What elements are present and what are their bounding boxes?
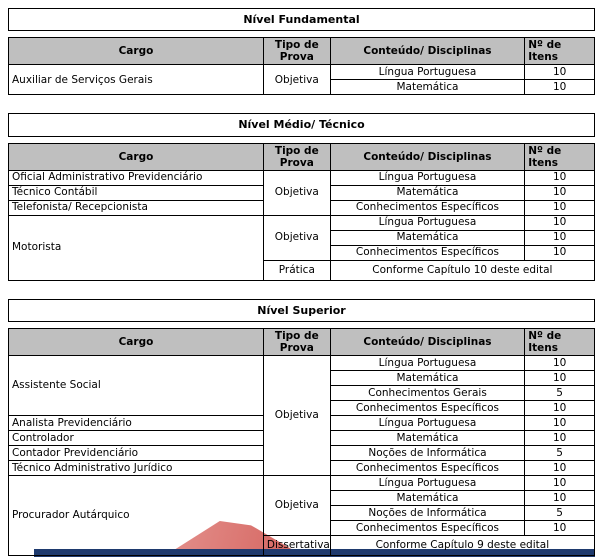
disciplina-cell: Língua Portuguesa <box>329 169 526 186</box>
itens-count-cell: 10 <box>524 184 595 201</box>
itens-count-cell: 10 <box>524 429 595 446</box>
table-row: Analista Previdenciário Língua Portuguesa… <box>8 414 595 431</box>
table-row: Controlador Matemática 10 <box>8 429 595 446</box>
disciplina-cell: Matemática <box>329 429 526 446</box>
disciplina-cell: Noções de Informática <box>329 504 526 521</box>
itens-count-cell: 10 <box>524 354 595 371</box>
table-row: Contador Previdenciário Noções de Informá… <box>8 444 595 461</box>
table-row: Matemática 10 <box>9 79 595 96</box>
exam-table-superior: Cargo Tipo de Prova Conteúdo/ Disciplinas N… <box>8 327 596 556</box>
cargo-cell: Procurador Autárquico <box>8 474 264 556</box>
itens-count-cell: 10 <box>524 459 595 476</box>
disciplina-cell: Língua Portuguesa <box>329 354 526 371</box>
disciplina-cell: Matemática <box>329 229 526 246</box>
itens-count-cell: 10 <box>524 199 595 216</box>
column-header-numero-de-itens: Nº de Itens <box>524 327 595 356</box>
nivel-fundamental-section: Nível Fundamental Cargo Tipo de Prova Cont… <box>8 8 595 96</box>
itens-count-cell: 10 <box>524 79 595 96</box>
table-title-superior: Nível Superior <box>8 298 595 322</box>
table-row: Matemática 10 <box>9 229 595 246</box>
disciplina-cell: Matemática <box>329 184 526 201</box>
cargo-cell: Controlador <box>8 429 264 446</box>
itens-count-cell: 10 <box>524 64 595 81</box>
disciplina-cell: Língua Portuguesa <box>329 414 526 431</box>
cargo-cell: Motorista <box>8 214 264 281</box>
cargo-cell: Analista Previdenciário <box>8 414 264 431</box>
nivel-medio-tecnico-section: Nível Médio/ Técnico Cargo Tipo de Prova C… <box>8 113 596 281</box>
table-row: Motorista Objetiva Língua Portuguesa 10 <box>8 214 595 281</box>
table-row: Conhecimentos Específicos 10 <box>9 519 595 536</box>
cargo-cell: Oficial Administrativo Previdenciário <box>8 169 264 186</box>
table-title-fundamental: Nível Fundamental <box>8 8 595 32</box>
cargo-cell: Assistente Social <box>8 354 264 416</box>
itens-count-cell: 10 <box>524 244 595 261</box>
prova-type-cell: Prática <box>262 259 331 281</box>
column-header-conteudo-disciplinas: Conteúdo/ Disciplinas <box>329 327 526 356</box>
itens-count-cell: 10 <box>524 399 595 416</box>
itens-count-cell: 10 <box>524 369 595 386</box>
cargo-cell: Telefonista/ Recepcionista <box>8 199 264 216</box>
disciplina-cell: Matemática <box>329 369 526 386</box>
cargo-cell: Auxiliar de Serviços Gerais <box>8 64 264 96</box>
prova-type-cell: Objetiva <box>262 64 331 96</box>
itens-count-cell: 10 <box>524 169 595 186</box>
table-row: Técnico Administrativo Jurídico Conhecime… <box>8 459 595 476</box>
disciplina-cell: Conhecimentos Específicos <box>329 199 526 216</box>
itens-count-cell: 10 <box>524 519 595 536</box>
itens-count-cell: 5 <box>524 384 595 401</box>
table-row: Conhecimentos Gerais 5 <box>9 384 595 401</box>
cargo-cell: Contador Previdenciário <box>8 444 264 461</box>
column-header-tipo-de-prova: Tipo de Prova <box>262 142 331 171</box>
table-row: Oficial Administrativo Previdenciário Obj… <box>8 169 595 216</box>
cargo-cell: Técnico Administrativo Jurídico <box>8 459 264 476</box>
disciplina-cell: Conhecimentos Específicos <box>329 399 526 416</box>
prova-type-cell: Objetiva <box>262 169 331 216</box>
nota-cell: Conforme Capítulo 10 deste edital <box>329 259 596 281</box>
column-header-conteudo-disciplinas: Conteúdo/ Disciplinas <box>329 142 526 171</box>
column-header-cargo: Cargo <box>8 37 264 66</box>
disciplina-cell: Matemática <box>329 489 526 506</box>
column-header-cargo: Cargo <box>8 327 264 356</box>
cargo-cell: Técnico Contábil <box>8 184 264 201</box>
column-header-tipo-de-prova: Tipo de Prova <box>262 327 331 356</box>
disciplina-cell: Língua Portuguesa <box>329 474 526 491</box>
prova-type-cell: Dissertativa <box>262 534 331 556</box>
itens-count-cell: 10 <box>524 229 595 246</box>
disciplina-cell: Língua Portuguesa <box>329 214 526 231</box>
column-header-cargo: Cargo <box>8 142 264 171</box>
table-row: Auxiliar de Serviços Gerais Objetiva Língu… <box>8 64 595 96</box>
itens-count-cell: 5 <box>524 504 595 521</box>
table-row: Assistente Social Objetiva Língua Portugue… <box>8 354 595 476</box>
disciplina-cell: Conhecimentos Gerais <box>329 384 526 401</box>
disciplina-cell: Conhecimentos Específicos <box>329 519 526 536</box>
disciplina-cell: Língua Portuguesa <box>329 64 526 81</box>
itens-count-cell: 5 <box>524 444 595 461</box>
table-row: Prática Conforme Capítulo 10 deste edital <box>9 259 596 281</box>
column-header-numero-de-itens: Nº de Itens <box>524 37 595 66</box>
table-title-medio-tecnico: Nível Médio/ Técnico <box>8 113 595 137</box>
nivel-superior-section: Nível Superior Cargo Tipo de Prova Conteúd… <box>8 298 596 556</box>
column-header-numero-de-itens: Nº de Itens <box>524 142 595 171</box>
disciplina-cell: Conhecimentos Específicos <box>329 244 526 261</box>
table-row: Dissertativa Conforme Capítulo 9 deste ed… <box>9 534 596 556</box>
itens-count-cell: 10 <box>524 214 595 231</box>
column-header-tipo-de-prova: Tipo de Prova <box>262 37 331 66</box>
exam-table-medio-tecnico: Cargo Tipo de Prova Conteúdo/ Disciplinas N… <box>8 142 596 281</box>
exam-table-fundamental: Cargo Tipo de Prova Conteúdo/ Disciplinas N… <box>8 37 595 96</box>
disciplina-cell: Noções de Informática <box>329 444 526 461</box>
itens-count-cell: 10 <box>524 474 595 491</box>
disciplina-cell: Matemática <box>329 79 526 96</box>
nota-cell: Conforme Capítulo 9 deste edital <box>329 534 596 556</box>
column-header-conteudo-disciplinas: Conteúdo/ Disciplinas <box>329 37 526 66</box>
disciplina-cell: Conhecimentos Específicos <box>329 459 526 476</box>
table-row: Matemática 10 <box>9 489 595 506</box>
itens-count-cell: 10 <box>524 414 595 431</box>
prova-type-cell: Objetiva <box>262 214 331 261</box>
prova-type-cell: Objetiva <box>262 474 331 536</box>
itens-count-cell: 10 <box>524 489 595 506</box>
table-row: Procurador Autárquico Objetiva Língua Port… <box>8 474 595 556</box>
prova-type-cell: Objetiva <box>262 354 331 476</box>
